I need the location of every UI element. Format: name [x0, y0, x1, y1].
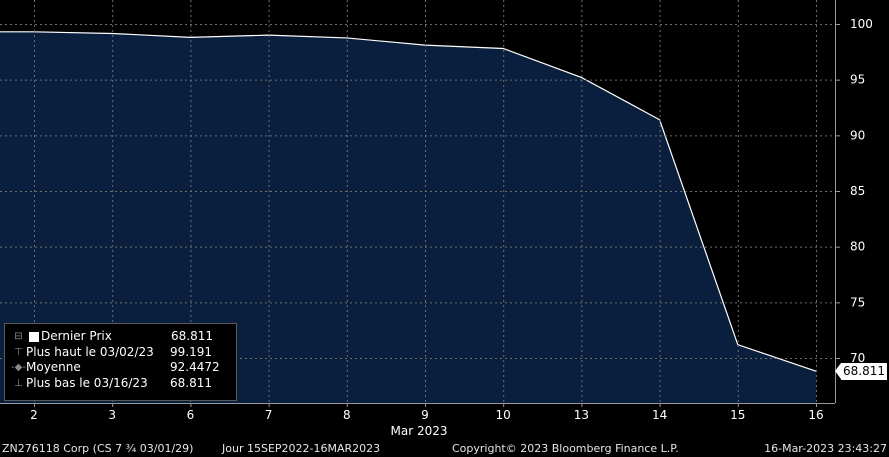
- y-tick-label: 100: [850, 17, 873, 31]
- legend-item-last-price: ⊟ Dernier Prix 68.811: [11, 329, 232, 345]
- last-value-tag: 68.811: [841, 363, 887, 380]
- y-tick-label: 85: [850, 184, 865, 198]
- y-tick-label: 75: [850, 295, 865, 309]
- area-fill: [0, 31, 816, 403]
- x-tick-label: 6: [187, 408, 195, 422]
- x-tick-label: 7: [265, 408, 273, 422]
- legend-value: 99.191: [170, 344, 212, 359]
- low-marker-icon: ⊥: [14, 377, 23, 389]
- x-tick-label: 14: [652, 408, 667, 422]
- plot-frame: [0, 0, 836, 404]
- y-axis-ticks: 70 75 80 85 90 95 100: [835, 17, 873, 365]
- collapse-icon[interactable]: ⊟: [14, 331, 23, 343]
- x-tick-label: 10: [496, 408, 511, 422]
- chart-legend: ⊟ Dernier Prix 68.811 ⊤ Plus haut le 03/…: [4, 323, 237, 401]
- last-value-tag-arrow: [835, 363, 841, 379]
- series-swatch: [29, 331, 39, 342]
- legend-item-average: -◆- Moyenne 92.4472: [11, 360, 232, 376]
- legend-label: Plus haut le 03/02/23: [26, 344, 154, 359]
- x-tick-label: 13: [574, 408, 589, 422]
- x-tick-label: 15: [730, 408, 745, 422]
- legend-value: 68.811: [170, 375, 212, 390]
- x-tick-label: 8: [343, 408, 351, 422]
- high-marker-icon: ⊤: [14, 346, 23, 358]
- legend-value: 92.4472: [170, 360, 220, 375]
- footer-bar: ZN276118 Corp (CS 7 ¾ 03/01/29) Jour 15S…: [0, 440, 889, 457]
- x-axis-month-label: Mar 2023: [391, 424, 448, 438]
- footer-period: Jour 15SEP2022-16MAR2023: [222, 442, 381, 455]
- x-tick-label: 16: [808, 408, 823, 422]
- legend-label: Plus bas le 03/16/23: [26, 375, 148, 390]
- footer-timestamp: 16-Mar-2023 23:43:27: [764, 442, 887, 455]
- x-tick-label: 9: [421, 408, 429, 422]
- y-tick-label: 80: [850, 240, 865, 254]
- series-line: [0, 31, 817, 372]
- legend-item-low: ⊥ Plus bas le 03/16/23 68.811: [11, 376, 232, 392]
- average-marker-icon: -◆-: [11, 362, 26, 374]
- footer-security: ZN276118 Corp (CS 7 ¾ 03/01/29): [2, 442, 194, 455]
- footer-copyright: Copyright© 2023 Bloomberg Finance L.P.: [452, 442, 679, 455]
- legend-label: Dernier Prix: [41, 329, 112, 344]
- legend-item-high: ⊤ Plus haut le 03/02/23 99.191: [11, 345, 232, 361]
- x-tick-label: 2: [30, 408, 38, 422]
- y-tick-label: 70: [850, 351, 865, 365]
- price-area: [0, 31, 817, 403]
- grid-lines: [0, 0, 835, 403]
- y-tick-label: 95: [850, 73, 865, 87]
- legend-value: 68.811: [171, 329, 213, 344]
- x-axis-ticks: 2 3 6 7 8 9 10 13 14 15 16: [30, 403, 824, 422]
- y-tick-label: 90: [850, 128, 865, 142]
- x-tick-label: 3: [108, 408, 116, 422]
- legend-label: Moyenne: [26, 360, 81, 375]
